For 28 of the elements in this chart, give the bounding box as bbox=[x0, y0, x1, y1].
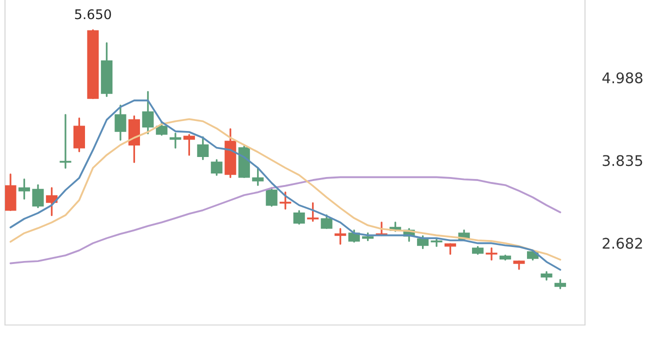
candlestick bbox=[252, 167, 264, 186]
candlestick bbox=[60, 114, 72, 169]
candlestick bbox=[430, 238, 442, 247]
candlestick bbox=[156, 121, 168, 136]
candlestick bbox=[170, 132, 182, 149]
candlestick bbox=[444, 243, 456, 255]
candlestick bbox=[197, 136, 209, 160]
line-series bbox=[10, 118, 562, 261]
candlestick bbox=[486, 247, 498, 261]
candlestick bbox=[334, 228, 346, 245]
candlestick bbox=[32, 184, 44, 208]
candlestick bbox=[320, 214, 332, 229]
candlestick bbox=[307, 202, 319, 222]
candlestick bbox=[210, 159, 222, 176]
candlestick bbox=[266, 187, 278, 207]
y-tick-label: 2.682 bbox=[602, 238, 642, 249]
annotation: 5.650 bbox=[75, 9, 111, 20]
y-tick-label: 3.835 bbox=[602, 155, 642, 166]
candlestick bbox=[18, 178, 30, 200]
candlestick bbox=[183, 134, 195, 156]
candlestick bbox=[114, 104, 126, 141]
line-series bbox=[10, 100, 562, 271]
candlestick bbox=[293, 210, 305, 225]
line-series bbox=[10, 176, 562, 264]
y-tick-label: 4.988 bbox=[602, 72, 642, 84]
candlestick bbox=[142, 90, 154, 134]
candlestick bbox=[417, 235, 429, 250]
candlestick bbox=[73, 118, 85, 152]
